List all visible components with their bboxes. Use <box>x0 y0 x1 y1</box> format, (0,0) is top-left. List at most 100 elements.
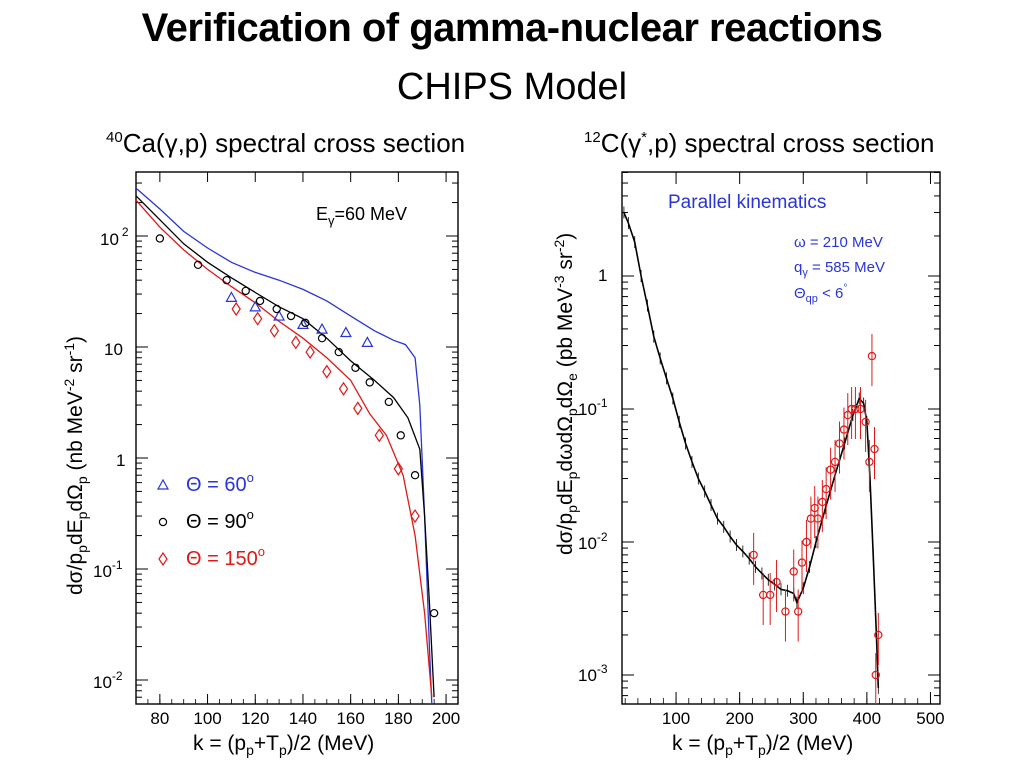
data-point <box>410 470 420 480</box>
series-curve <box>135 187 433 705</box>
data-point <box>249 300 262 312</box>
x-tick-label: 100 <box>193 709 221 728</box>
chart-right-annotation-title: Parallel kinematics <box>668 192 826 213</box>
y-tick-label: 10 <box>104 340 123 359</box>
data-point <box>830 457 840 467</box>
chart-left-y-tick-labels: 10-2 10-1 1 10 10 2 <box>93 225 129 692</box>
chart-left-points <box>155 234 439 618</box>
chart-right-title: 12C(γ*,p) spectral cross section <box>584 128 935 158</box>
y-tick-label: 10-1 <box>93 558 123 581</box>
data-point <box>396 431 405 440</box>
legend-label: Θ = 90o <box>186 507 254 533</box>
y-tick-label: 10-1 <box>578 396 608 419</box>
chart-left-legend: Θ = 60o Θ = 90o Θ = 150o <box>156 470 265 570</box>
data-point <box>317 334 327 343</box>
y-tick-label: 10-2 <box>93 669 123 692</box>
data-point <box>305 344 315 360</box>
page-subtitle: CHIPS Model <box>396 66 628 108</box>
data-point <box>781 607 790 616</box>
chart-left-x-tick-labels: 80 100 120 140 160 180 200 <box>150 709 460 728</box>
data-point <box>861 417 870 427</box>
chart-left-y-axis-label: dσ/ppdEpdΩp (nb MeV-2 sr-1) <box>61 336 90 595</box>
data-point <box>874 630 883 640</box>
data-point <box>296 318 309 329</box>
data-point <box>322 364 332 379</box>
data-point <box>865 457 874 467</box>
data-point <box>193 260 203 270</box>
data-point <box>429 608 439 618</box>
chart-right-frame <box>621 171 941 705</box>
x-tick-label: 160 <box>336 709 364 728</box>
legend-marker <box>158 517 168 527</box>
chart-right-x-tick-labels: 100 200 300 400 500 <box>662 709 945 728</box>
legend-label: Θ = 150o <box>186 544 265 570</box>
data-point <box>835 439 844 448</box>
data-point <box>856 404 865 414</box>
data-point <box>241 286 250 296</box>
x-tick-label: 120 <box>241 709 269 728</box>
data-point <box>338 381 349 396</box>
data-point <box>384 397 394 407</box>
chart-left-ticks <box>135 172 459 704</box>
legend-marker <box>158 551 168 567</box>
chart-right-ticks <box>622 172 940 704</box>
data-point <box>269 323 280 338</box>
data-point <box>821 484 831 494</box>
data-point <box>351 363 360 372</box>
legend-marker <box>156 478 170 490</box>
chart-right-annotation-q: qγ = 585 MeV <box>794 259 885 279</box>
data-point <box>286 311 296 321</box>
x-tick-label: 300 <box>789 709 817 728</box>
x-tick-label: 140 <box>289 709 317 728</box>
data-point <box>353 401 363 416</box>
x-tick-label: 100 <box>662 709 690 728</box>
data-point <box>826 465 835 474</box>
data-point <box>374 428 385 443</box>
data-point <box>851 404 860 414</box>
data-point <box>772 577 781 587</box>
chart-right-curves <box>623 206 880 694</box>
data-point <box>393 461 404 476</box>
page-title: Verification of gamma-nuclear reactions <box>141 6 883 50</box>
data-point <box>301 318 310 328</box>
data-point <box>410 508 420 524</box>
y-tick-label: 1 <box>598 266 607 285</box>
y-tick-label: 10 2 <box>100 225 129 249</box>
chart-right-points <box>749 334 883 704</box>
chart-right-annotation-theta: Θqp < 6° <box>794 283 847 305</box>
chart-right: 12C(γ*,p) spectral cross section 100 200 3… <box>551 128 945 758</box>
data-point <box>789 567 798 576</box>
data-point <box>291 335 301 350</box>
data-point <box>871 670 880 680</box>
data-point <box>361 336 374 348</box>
x-tick-label: 400 <box>853 709 881 728</box>
data-point <box>793 607 803 616</box>
chart-left-curves <box>135 187 435 705</box>
data-point <box>813 514 823 523</box>
chart-left-x-axis-label: k = (pp+Tp)/2 (MeV) <box>193 732 374 758</box>
chart-left-frame <box>135 171 459 705</box>
series-curve <box>135 195 435 698</box>
data-point <box>365 378 374 387</box>
data-point <box>749 550 758 560</box>
x-tick-label: 80 <box>150 709 169 728</box>
data-point <box>272 304 281 314</box>
x-tick-label: 200 <box>432 709 460 728</box>
data-point <box>225 291 238 302</box>
data-point <box>316 322 329 334</box>
y-tick-label: 1 <box>116 451 125 470</box>
data-point <box>334 347 343 357</box>
data-point <box>870 444 879 454</box>
data-point <box>797 558 807 567</box>
data-point <box>252 311 263 326</box>
chart-left-title: 40Ca(γ,p) spectral cross section <box>106 128 465 158</box>
x-tick-label: 200 <box>725 709 753 728</box>
legend-label: Θ = 60o <box>186 470 254 496</box>
data-point <box>222 275 231 285</box>
data-point <box>255 296 265 306</box>
data-point <box>339 326 352 338</box>
chart-left-annotation: Eγ=60 MeV <box>316 204 407 228</box>
series-curve <box>623 212 880 688</box>
y-tick-label: 10-2 <box>578 530 608 553</box>
